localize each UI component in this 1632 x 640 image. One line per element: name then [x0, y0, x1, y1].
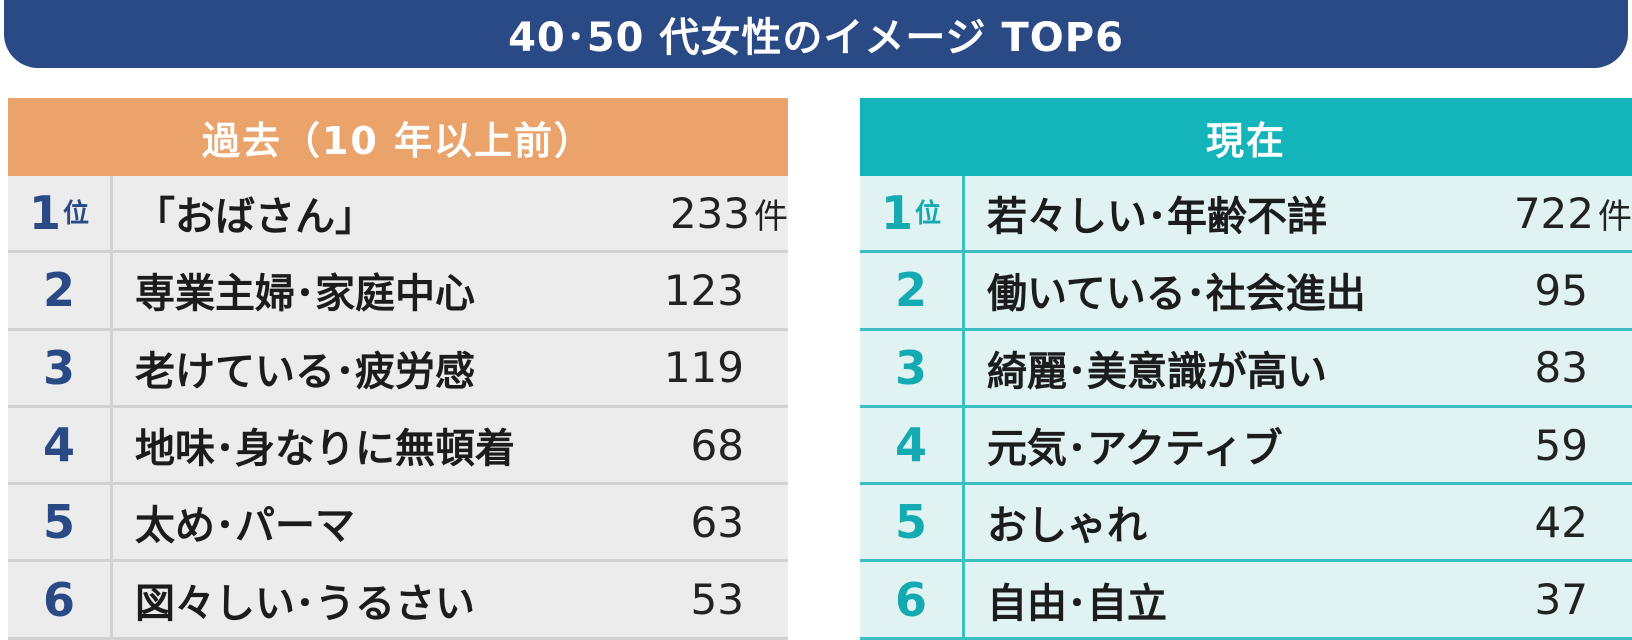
image-label: 専業主婦･家庭中心	[135, 271, 475, 318]
image-label: 綺麗･美意識が高い	[987, 348, 1327, 395]
count-cell: 42	[1462, 498, 1632, 547]
chart-title: 40･50 代女性のイメージ TOP6	[4, 0, 1628, 68]
table-row: 6 図々しい･うるさい 53	[8, 562, 788, 640]
rank-suffix: 位	[63, 199, 90, 230]
table-row: 5 おしゃれ 42	[860, 485, 1632, 563]
table-row: 4 地味･身なりに無頓着 68	[8, 407, 788, 486]
rank-cell: 4	[860, 407, 965, 483]
count-value: 53	[690, 575, 744, 625]
rank-number: 2	[42, 263, 75, 318]
count-value: 63	[690, 497, 744, 547]
count-cell: 83	[1462, 343, 1632, 392]
count-cell: 119	[618, 343, 788, 392]
rank-number: 5	[894, 495, 927, 550]
table-row: 2 専業主婦･家庭中心 123	[8, 253, 788, 331]
count-value: 123	[663, 265, 744, 315]
rank-cell: 5	[860, 485, 965, 560]
current-table-header: 現在	[860, 98, 1632, 176]
table-row: 4 元気･アクティブ 59	[860, 407, 1632, 486]
count-value: 233	[669, 188, 750, 238]
table-row: 3 老けている･疲労感 119	[8, 330, 788, 408]
rank-number: 1	[880, 186, 913, 241]
past-table-rows: 1 位「おばさん」 233 件 2 専業主婦･家庭中心 123 3 老けている･疲労感 119 4 地…	[8, 176, 788, 640]
past-table-header: 過去（10 年以上前）	[8, 98, 788, 176]
count-cell: 37	[1462, 575, 1632, 624]
count-value: 83	[1534, 343, 1588, 393]
count-cell: 68	[618, 421, 788, 470]
table-row: 1 位「おばさん」 233 件	[8, 176, 788, 254]
count-cell: 722 件	[1462, 189, 1632, 238]
image-label: 地味･身なりに無頓着	[135, 426, 515, 473]
image-label: 「おばさん」	[135, 194, 375, 241]
rank-cell: 6	[860, 562, 965, 637]
image-label: おしゃれ	[987, 503, 1147, 550]
table-row: 1 位若々しい･年齢不詳 722 件	[860, 176, 1632, 254]
current-table-rows: 1 位若々しい･年齢不詳 722 件 2 働いている･社会進出 95 3 綺麗･美意識が高い 83…	[860, 176, 1632, 640]
image-label: 自由･自立	[987, 580, 1167, 627]
rank-number: 2	[894, 263, 927, 318]
past-table: 過去（10 年以上前） 1 位「おばさん」 233 件 2 専業主婦･家庭中心 123 3 老け…	[8, 98, 788, 640]
image-label: 老けている･疲労感	[135, 348, 475, 395]
count-cell: 233 件	[618, 189, 788, 238]
rank-number: 3	[42, 340, 75, 395]
count-cell: 123	[618, 266, 788, 315]
table-row: 3 綺麗･美意識が高い 83	[860, 330, 1632, 408]
rank-cell: 6	[8, 562, 113, 637]
count-cell: 95	[1462, 266, 1632, 315]
image-label: 若々しい･年齢不詳	[987, 194, 1327, 241]
count-cell: 59	[1462, 421, 1632, 470]
current-table: 現在 1 位若々しい･年齢不詳 722 件 2 働いている･社会進出 95 3 綺麗･美意識が高…	[860, 98, 1632, 640]
count-value: 119	[663, 343, 744, 393]
rank-number: 6	[894, 572, 927, 627]
table-row: 2 働いている･社会進出 95	[860, 253, 1632, 331]
rank-number: 3	[894, 340, 927, 395]
rank-number: 6	[42, 572, 75, 627]
count-value: 68	[690, 420, 744, 470]
rank-number: 5	[42, 495, 75, 550]
rank-number: 1	[28, 186, 61, 241]
count-value: 722	[1513, 188, 1594, 238]
table-row: 6 自由･自立 37	[860, 562, 1632, 640]
count-value: 37	[1534, 575, 1588, 625]
count-value: 95	[1534, 265, 1588, 315]
image-label: 太め･パーマ	[135, 503, 355, 550]
rank-cell: 2	[860, 253, 965, 328]
count-value: 59	[1534, 420, 1588, 470]
count-value: 42	[1534, 497, 1588, 547]
count-unit: 件	[1598, 196, 1632, 237]
rank-cell: 3	[860, 330, 965, 405]
rank-number: 4	[894, 418, 927, 473]
image-label: 図々しい･うるさい	[135, 580, 475, 627]
rank-cell: 3	[8, 330, 113, 405]
rank-number: 4	[42, 418, 75, 473]
rank-suffix: 位	[915, 199, 942, 230]
rank-cell: 2	[8, 253, 113, 328]
image-label: 働いている･社会進出	[987, 271, 1366, 318]
count-cell: 53	[618, 575, 788, 624]
image-label: 元気･アクティブ	[987, 426, 1283, 473]
count-unit: 件	[754, 196, 788, 237]
rank-cell: 5	[8, 485, 113, 560]
table-row: 5 太め･パーマ 63	[8, 485, 788, 563]
count-cell: 63	[618, 498, 788, 547]
rank-cell: 4	[8, 407, 113, 483]
